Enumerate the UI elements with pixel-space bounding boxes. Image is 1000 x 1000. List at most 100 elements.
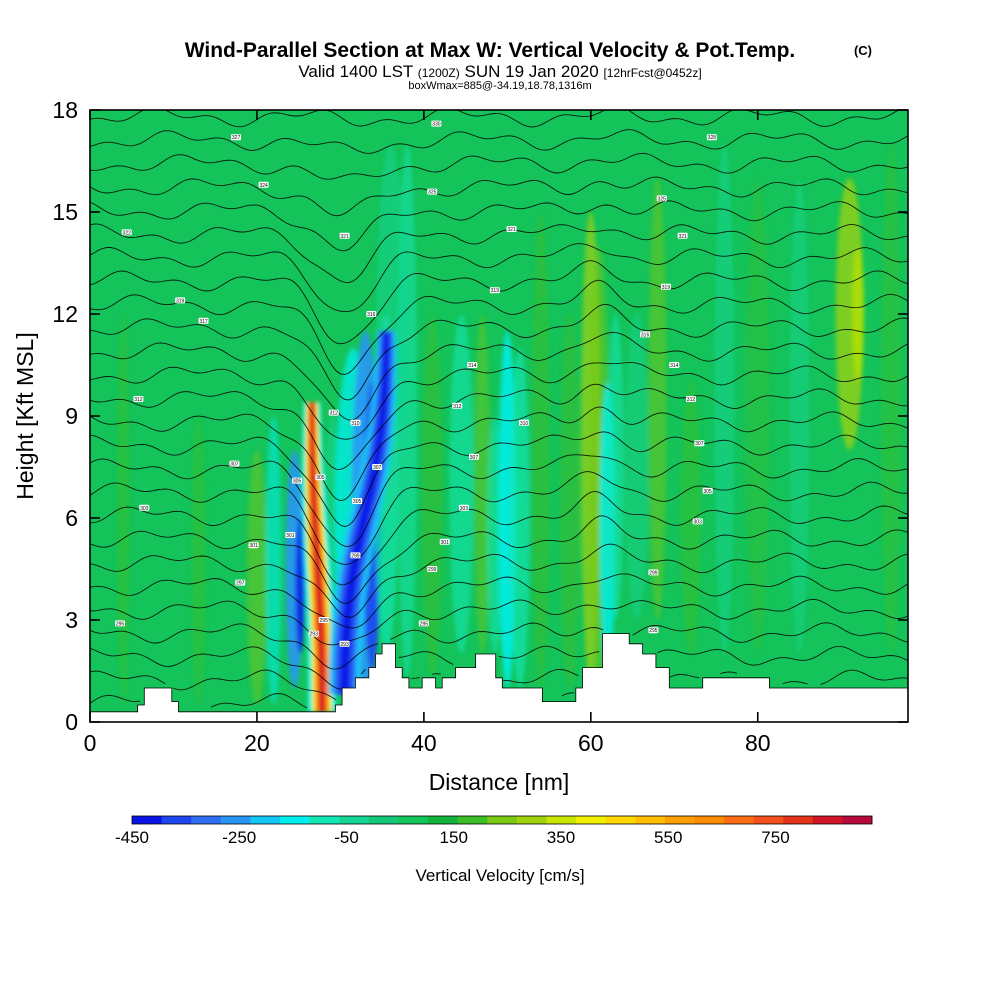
svg-text:295: 295 bbox=[116, 621, 125, 627]
colorbar-tick-label: 750 bbox=[761, 828, 789, 847]
pot-temp-contour bbox=[90, 515, 908, 604]
pot-temp-contour bbox=[90, 129, 908, 154]
svg-text:314: 314 bbox=[468, 363, 477, 369]
colorbar-swatch bbox=[250, 816, 281, 824]
pot-temp-label: 307 bbox=[694, 440, 705, 447]
pot-temp-label: 321 bbox=[339, 232, 350, 240]
pot-temp-contour bbox=[90, 573, 908, 629]
pot-temp-label: 305 bbox=[315, 474, 326, 481]
w-streak bbox=[881, 144, 902, 654]
y-axis-label: Height [Kft MSL] bbox=[12, 332, 38, 499]
svg-text:325: 325 bbox=[428, 190, 437, 196]
pot-temp-label: 299 bbox=[427, 566, 438, 573]
w-streak bbox=[246, 450, 267, 705]
chart-subtitle-wmax: boxWmax=885@-34.19,18.78,1316m bbox=[408, 80, 591, 92]
colorbar-swatch bbox=[487, 816, 518, 824]
svg-text:312: 312 bbox=[134, 397, 143, 403]
pot-temp-label: 295 bbox=[318, 617, 329, 624]
pot-temp-label: 297 bbox=[235, 579, 246, 587]
colorbar-swatch bbox=[546, 816, 577, 824]
svg-text:303: 303 bbox=[460, 506, 469, 512]
svg-text:330: 330 bbox=[432, 122, 441, 128]
pot-temp-contour bbox=[90, 332, 908, 421]
w-streak bbox=[474, 314, 491, 654]
pot-temp-contour bbox=[90, 200, 908, 252]
colorbar-swatch bbox=[664, 816, 695, 824]
pot-temp-label: 305 bbox=[352, 498, 363, 505]
colorbar-tick-label: -250 bbox=[222, 828, 256, 847]
pot-temp-contour bbox=[90, 303, 908, 401]
pot-temp-label: 321 bbox=[677, 232, 688, 240]
colorbar-swatch bbox=[457, 816, 488, 824]
pot-temp-contour bbox=[90, 406, 908, 502]
svg-text:307: 307 bbox=[470, 455, 479, 461]
svg-text:307: 307 bbox=[230, 462, 239, 468]
w-streak bbox=[835, 178, 864, 450]
svg-text:321: 321 bbox=[507, 227, 516, 233]
x-tick-label: 80 bbox=[745, 730, 771, 756]
svg-text:303: 303 bbox=[140, 506, 149, 512]
pot-temp-label: 325 bbox=[656, 195, 667, 202]
x-axis: 0 20 40 60 80 bbox=[84, 110, 771, 756]
svg-text:316: 316 bbox=[367, 312, 376, 318]
colorbar-tick-label: 350 bbox=[547, 828, 575, 847]
pot-temp-label: 293 bbox=[308, 630, 319, 638]
colorbar-swatch bbox=[635, 816, 666, 824]
pot-temp-contour bbox=[90, 279, 908, 375]
svg-text:295: 295 bbox=[649, 628, 658, 634]
pot-temp-label: 312 bbox=[452, 402, 463, 410]
w-streak bbox=[680, 382, 701, 654]
pot-temp-contour bbox=[90, 598, 908, 646]
pot-temp-label: 301 bbox=[248, 542, 259, 549]
colorbar-swatch bbox=[398, 816, 429, 824]
pot-temp-label: 299 bbox=[648, 569, 659, 576]
subtitle-utc-time: (1200Z) bbox=[418, 66, 460, 80]
svg-text:295: 295 bbox=[420, 621, 429, 627]
pot-temp-label: 322 bbox=[121, 229, 132, 236]
x-tick-label: 20 bbox=[244, 730, 270, 756]
w-streak bbox=[648, 178, 667, 620]
colorbar-swatch bbox=[339, 816, 370, 824]
svg-text:328: 328 bbox=[708, 135, 717, 141]
chart-title: Wind-Parallel Section at Max W: Vertical… bbox=[185, 39, 796, 62]
pot-temp-label: 316 bbox=[640, 331, 651, 338]
w-streak bbox=[449, 314, 474, 654]
colorbar-tick-label: -450 bbox=[115, 828, 149, 847]
w-streak bbox=[422, 314, 443, 678]
pot-temp-label: 305 bbox=[292, 477, 303, 485]
svg-text:324: 324 bbox=[259, 183, 268, 189]
pot-temp-label: 325 bbox=[427, 188, 438, 196]
y-tick-label: 12 bbox=[52, 301, 78, 327]
pot-temp-label: 310 bbox=[350, 419, 361, 427]
pot-temp-contour bbox=[90, 223, 908, 283]
colorbar-frame bbox=[131, 815, 873, 825]
colorbar-tick-label: 550 bbox=[654, 828, 682, 847]
svg-text:319: 319 bbox=[176, 298, 185, 304]
colorbar-swatch bbox=[280, 816, 310, 824]
pot-temp-contour bbox=[90, 669, 908, 701]
svg-text:322: 322 bbox=[123, 230, 132, 236]
copyright-mark: (C) bbox=[854, 43, 872, 58]
svg-text:305: 305 bbox=[316, 475, 325, 481]
pot-temp-label: 303 bbox=[139, 504, 150, 512]
colorbar-label: Vertical Velocity [cm/s] bbox=[415, 866, 584, 885]
svg-text:305: 305 bbox=[704, 489, 713, 495]
colorbar-swatch bbox=[368, 816, 399, 824]
svg-text:299: 299 bbox=[428, 567, 437, 573]
svg-text:321: 321 bbox=[340, 234, 349, 240]
terrain bbox=[90, 633, 908, 722]
pot-temp-label: 293 bbox=[339, 640, 350, 648]
pot-temp-label: 314 bbox=[467, 362, 478, 369]
x-tick-label: 60 bbox=[578, 730, 604, 756]
pot-temp-label: 312 bbox=[133, 396, 144, 403]
pot-temp-label: 312 bbox=[328, 409, 339, 417]
colorbar-swatch bbox=[724, 816, 754, 824]
subtitle-forecast-info: [12hrFcst@0452z] bbox=[603, 66, 701, 80]
svg-text:310: 310 bbox=[351, 421, 360, 427]
pot-temp-contour bbox=[90, 645, 908, 690]
svg-text:327: 327 bbox=[232, 135, 241, 141]
pot-temp-label: 295 bbox=[115, 620, 126, 627]
svg-text:314: 314 bbox=[670, 363, 679, 369]
pot-temp-labels: 327 330 328 324 325 325 322 321 321 321 319 319 319 3… bbox=[115, 120, 717, 648]
w-streak bbox=[531, 212, 550, 688]
